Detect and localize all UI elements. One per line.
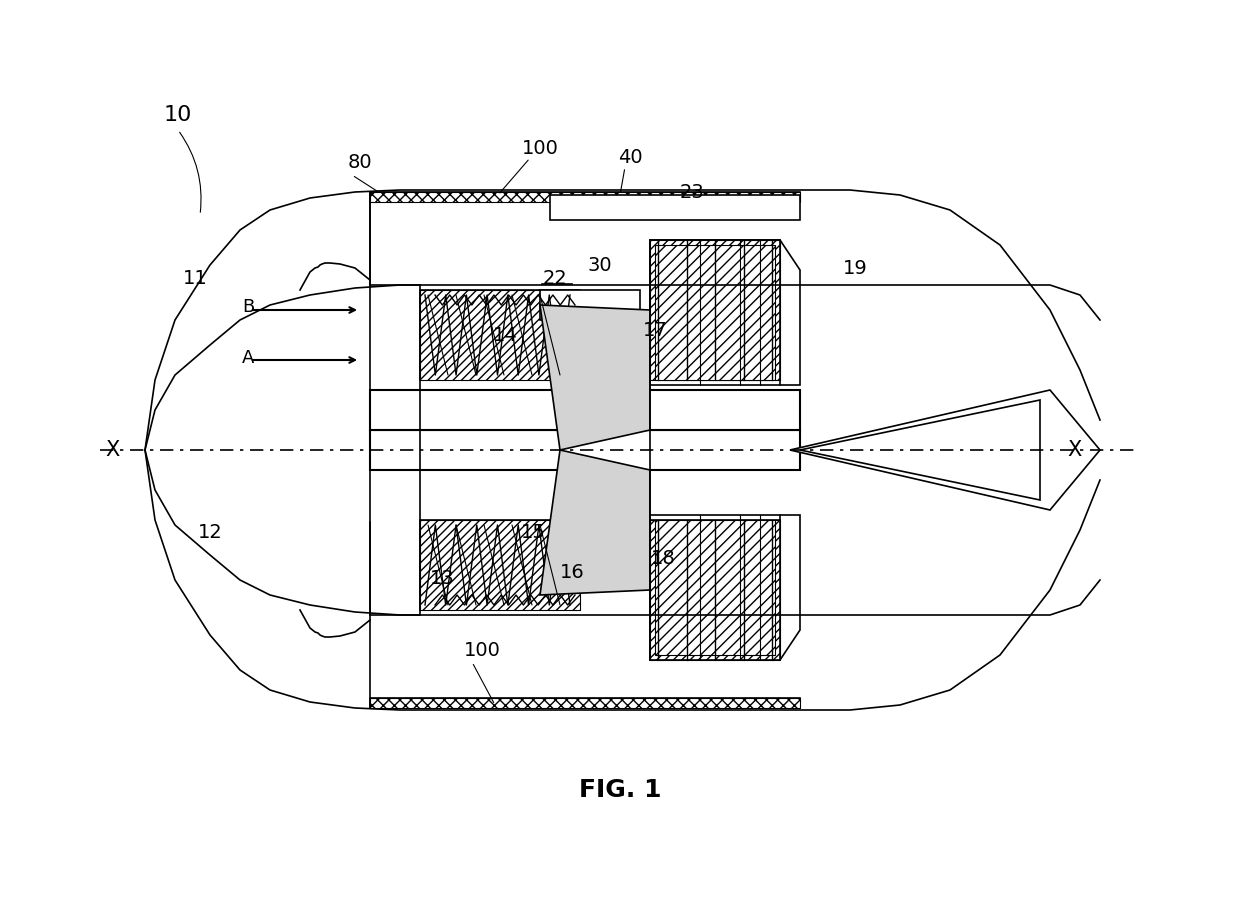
Bar bbox=[370, 430, 800, 470]
Bar bbox=[650, 240, 780, 380]
Bar bbox=[650, 520, 780, 660]
Polygon shape bbox=[539, 305, 650, 450]
Polygon shape bbox=[800, 400, 1040, 500]
Bar bbox=[370, 698, 800, 708]
Text: 11: 11 bbox=[182, 269, 207, 288]
Bar bbox=[370, 698, 800, 708]
Bar bbox=[650, 520, 780, 660]
Polygon shape bbox=[539, 450, 650, 595]
Bar bbox=[650, 240, 780, 380]
Text: 100: 100 bbox=[522, 138, 558, 158]
Polygon shape bbox=[790, 390, 1100, 510]
Bar bbox=[551, 195, 800, 220]
Text: 15: 15 bbox=[521, 523, 546, 542]
Text: 18: 18 bbox=[651, 548, 676, 568]
Text: 17: 17 bbox=[642, 321, 667, 339]
Bar bbox=[655, 520, 775, 655]
Text: 22: 22 bbox=[543, 269, 568, 288]
Text: 30: 30 bbox=[588, 256, 613, 274]
Bar bbox=[420, 520, 580, 610]
Text: 13: 13 bbox=[429, 569, 454, 588]
Text: 23: 23 bbox=[680, 182, 704, 202]
Bar bbox=[420, 520, 580, 610]
Text: 16: 16 bbox=[559, 562, 584, 581]
Bar bbox=[420, 290, 580, 380]
Text: 40: 40 bbox=[618, 148, 642, 167]
Text: X: X bbox=[105, 440, 119, 460]
Bar bbox=[539, 290, 640, 320]
Text: 10: 10 bbox=[164, 105, 192, 125]
Text: B: B bbox=[242, 298, 254, 316]
Text: A: A bbox=[242, 349, 254, 367]
Text: 19: 19 bbox=[843, 259, 867, 278]
Text: 12: 12 bbox=[197, 523, 222, 542]
Text: X: X bbox=[1068, 440, 1083, 460]
Bar bbox=[370, 192, 800, 202]
Text: 14: 14 bbox=[492, 326, 517, 345]
Text: 100: 100 bbox=[464, 640, 501, 659]
Text: FIG. 1: FIG. 1 bbox=[579, 778, 661, 802]
Bar bbox=[655, 245, 775, 380]
Bar bbox=[370, 192, 800, 202]
Bar bbox=[420, 290, 580, 380]
Text: 80: 80 bbox=[347, 152, 372, 171]
Bar bbox=[370, 390, 800, 430]
